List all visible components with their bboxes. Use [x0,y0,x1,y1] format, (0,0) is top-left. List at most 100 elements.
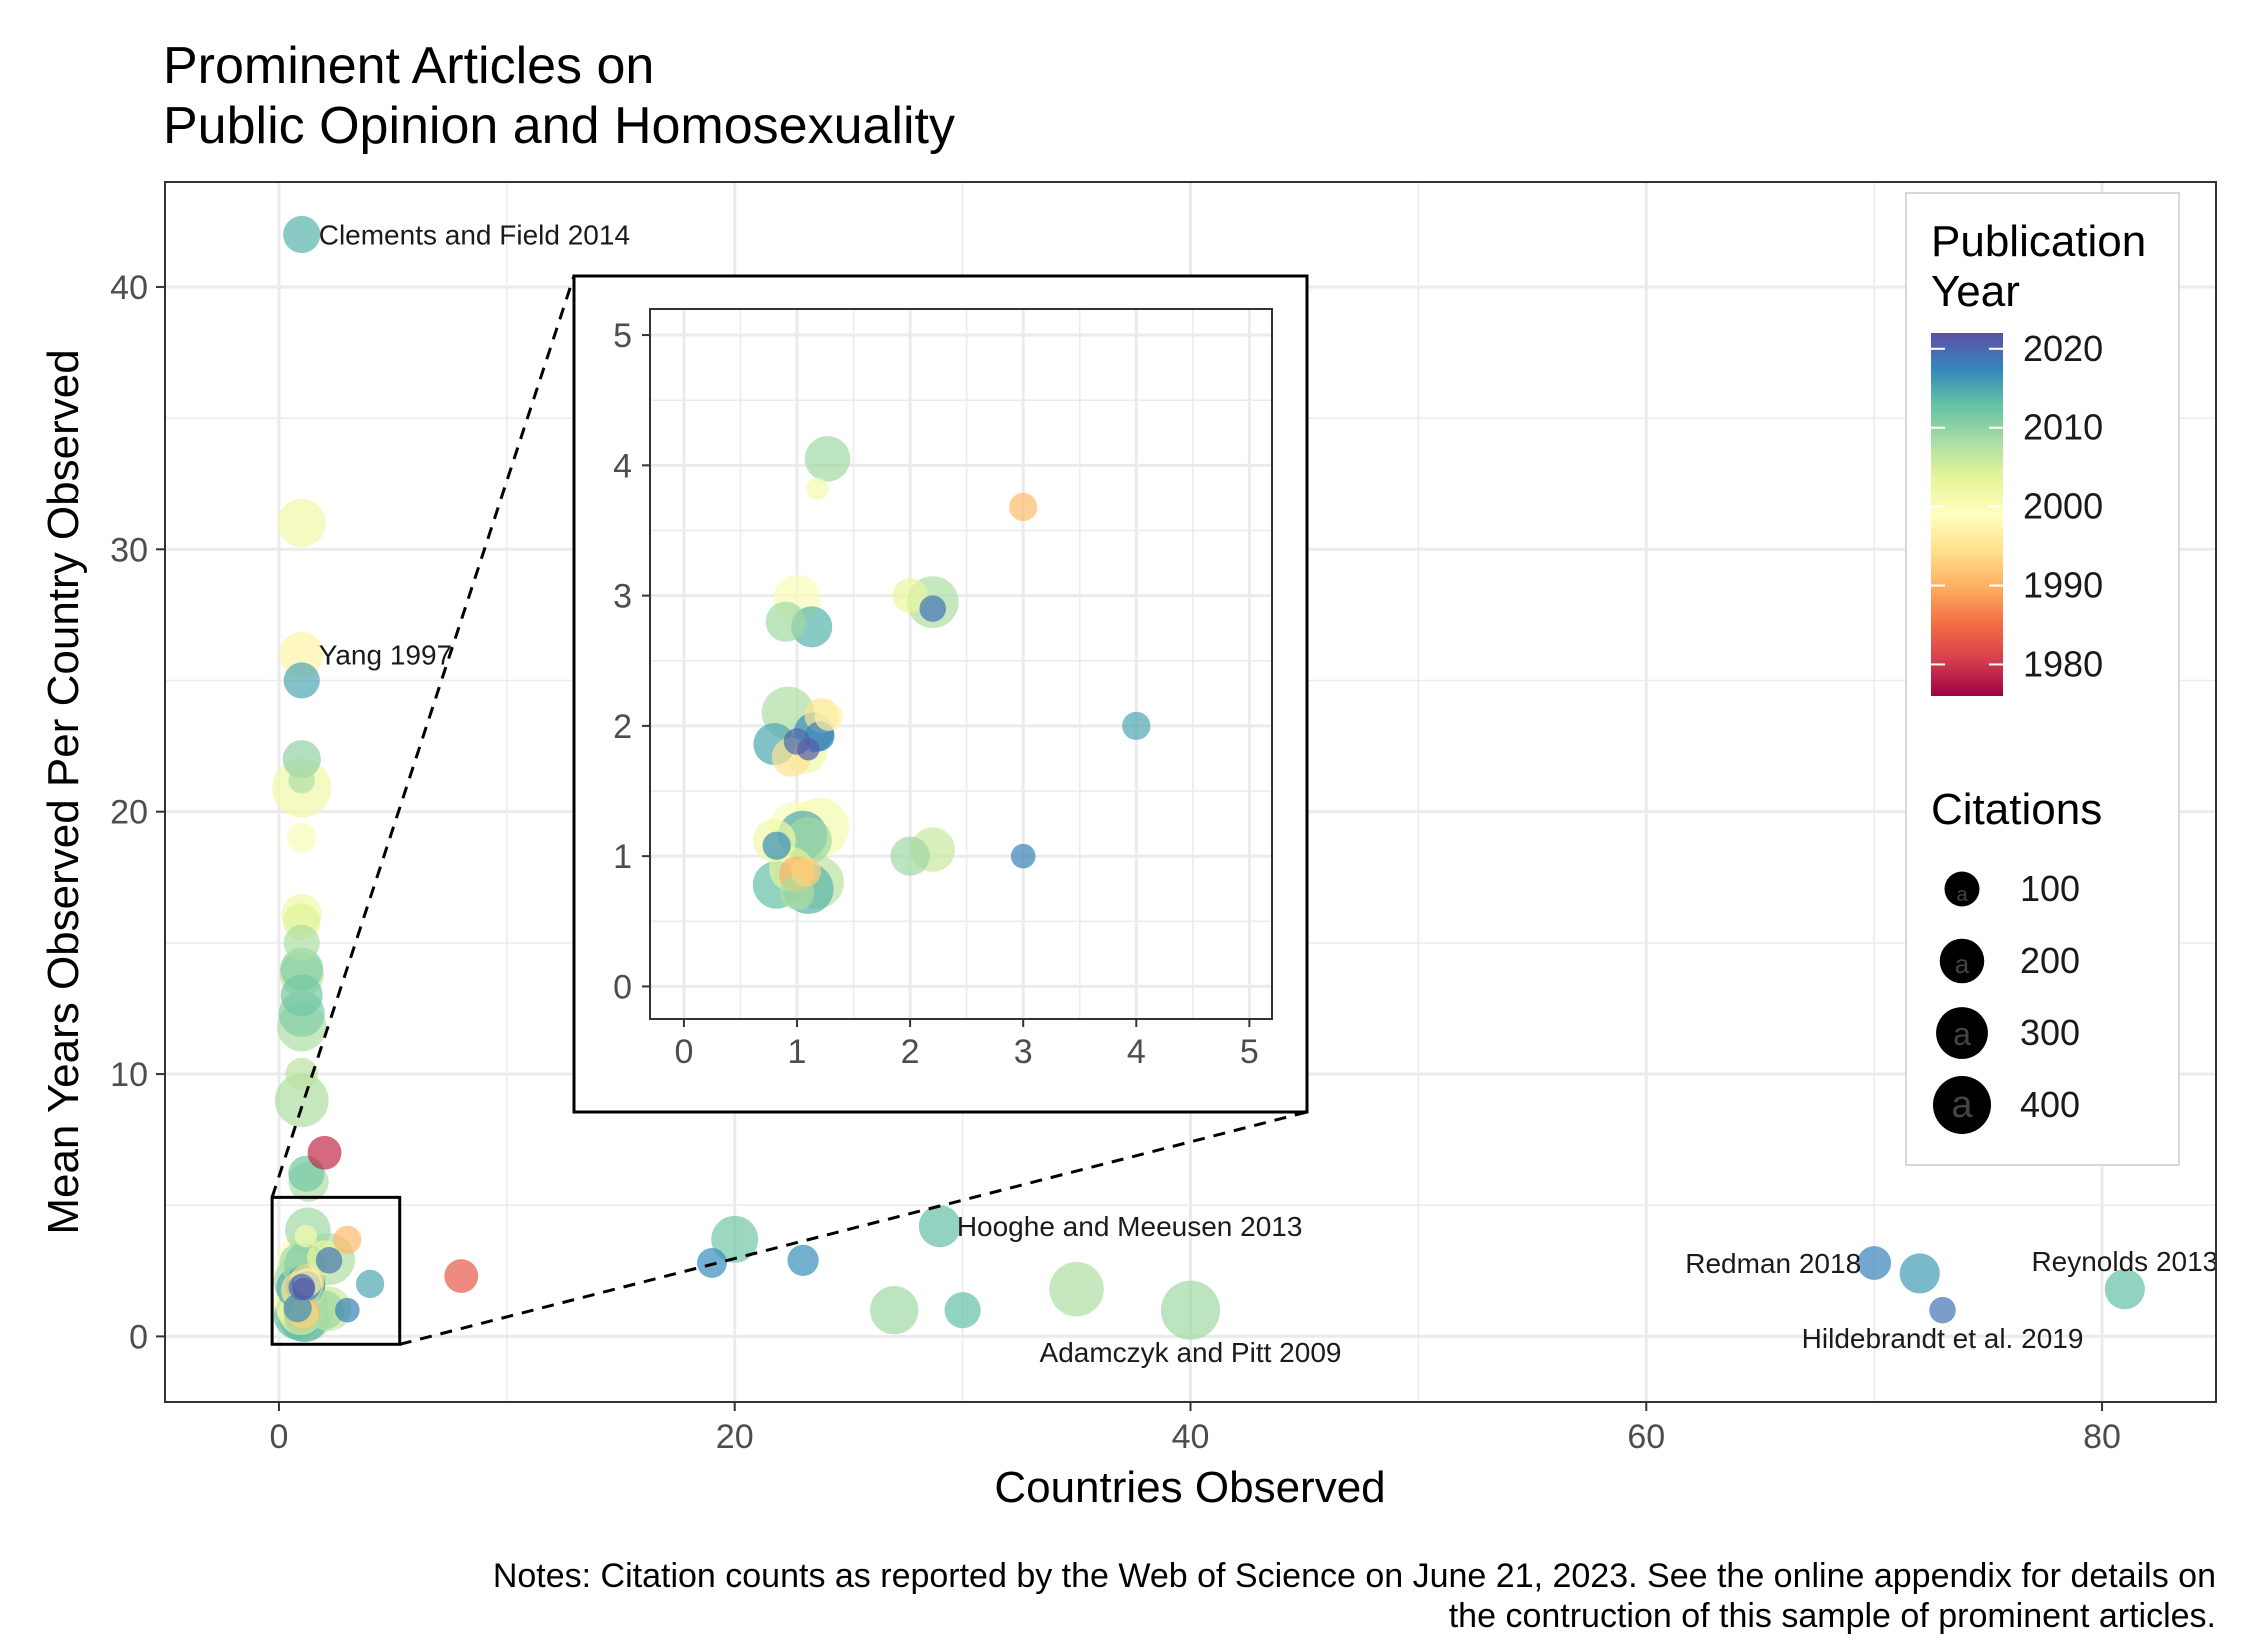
inset-data-point [806,477,829,500]
inset-x-tick-label: 3 [1014,1033,1033,1071]
data-point [277,498,326,548]
x-tick-label: 60 [1627,1418,1665,1456]
size-legend-keys: a 100 a 200 a 300 a 400 [1933,868,2080,1134]
size-key-glyph: a [1955,949,1970,979]
data-point [1899,1253,1940,1294]
size-key-glyph: a [1953,1016,1971,1052]
inset-data-point [797,738,820,761]
size-key-label: 200 [2020,940,2080,981]
inset-ticks: 0 1 2 3 4 5 0 1 2 3 4 5 [613,317,1259,1071]
color-bar-tick-label: 2020 [2023,328,2103,369]
data-point [1049,1261,1104,1317]
data-point [274,1073,329,1128]
data-point [286,823,317,853]
main-points [272,215,2145,1342]
point-label: Reynolds 2013 [2031,1246,2218,1277]
inset-x-tick-label: 5 [1240,1033,1259,1071]
notes-line-2: the contruction of this sample of promin… [1449,1597,2216,1635]
data-point [292,1277,316,1300]
inset-y-tick-label: 3 [613,578,632,616]
size-key-label: 300 [2020,1012,2080,1053]
inset-data-point [1122,711,1151,741]
data-point [283,662,320,699]
color-bar-tick-label: 1980 [2023,643,2103,684]
x-tick-label: 0 [269,1418,288,1456]
data-point [280,974,323,1017]
data-point [944,1292,981,1329]
inset-data-point [890,836,930,876]
point-label: Yang 1997 [319,639,452,670]
x-tick-label: 80 [2083,1418,2121,1456]
data-point [2104,1269,2145,1310]
inset-plot: 0 1 2 3 4 5 0 1 2 3 4 5 [572,274,1309,1114]
color-bar-tick-label: 2010 [2023,407,2103,448]
inset-y-tick-label: 2 [613,708,632,746]
data-point [279,631,324,677]
x-axis-title: Countries Observed [994,1463,1385,1512]
zoom-connector [399,1110,1308,1346]
y-tick-label: 0 [129,1318,148,1356]
chart-title-line-1: Prominent Articles on [163,37,654,95]
chart-title-line-2: Public Opinion and Homosexuality [163,97,955,155]
x-tick-label: 20 [716,1418,754,1456]
zoom-connector [270,275,576,1198]
size-key-label: 100 [2020,868,2080,909]
inset-x-tick-label: 0 [674,1033,693,1071]
data-point [1929,1296,1956,1324]
point-label: Hildebrandt et al. 2019 [1802,1323,2084,1354]
data-point [288,766,316,794]
color-bar-tick-label: 1990 [2023,565,2103,606]
data-point [283,1293,312,1323]
inset-x-tick-label: 1 [788,1033,807,1071]
inset-data-point [1010,843,1036,869]
inset-data-point [791,856,821,887]
data-point [444,1259,479,1293]
size-key-circle [1933,1076,1991,1134]
data-point [355,1269,385,1299]
point-label: Adamczyk and Pitt 2009 [1040,1337,1342,1368]
inset-x-tick-label: 2 [901,1033,920,1071]
y-tick-label: 40 [110,269,148,307]
color-legend-title-line-1: Publication [1931,217,2146,266]
y-axis-title: Mean Years Observed Per Country Observed [39,349,88,1234]
data-point [787,1244,819,1276]
data-point [918,1205,961,1248]
inset-data-point [814,702,843,731]
inset-x-tick-label: 4 [1127,1033,1146,1071]
zoom-box [270,1195,402,1346]
inset-data-point [804,436,851,482]
inset-panel-border [649,308,1273,1020]
size-key-circle [1939,938,1985,984]
data-point [282,740,321,779]
size-key-glyph: a [1956,884,1968,906]
data-point [294,1225,317,1248]
inset-data-point [1009,492,1038,522]
data-point [1857,1246,1892,1280]
inset-points [752,436,1151,914]
point-label: Hooghe and Meeusen 2013 [957,1211,1303,1242]
size-key-label: 400 [2020,1084,2080,1125]
color-bar-tick-label: 2000 [2023,486,2103,527]
color-bar [1931,333,2003,696]
inset-y-tick-label: 1 [613,838,632,876]
size-key-glyph: a [1951,1084,1973,1126]
inset-frame [572,274,1309,1114]
data-point [711,1215,759,1263]
data-point [283,924,320,961]
color-legend-title-line-2: Year [1931,267,2020,316]
y-tick-label: 10 [110,1056,148,1094]
zoom-indicator [270,275,1308,1346]
data-point [285,1057,319,1091]
y-tick-label: 30 [110,531,148,569]
data-point [870,1285,919,1335]
data-point [333,1225,362,1254]
point-label: Clements and Field 2014 [319,219,630,250]
data-point [335,1297,360,1323]
data-point [1160,1280,1221,1340]
inset-y-tick-label: 5 [613,317,632,355]
y-tick-label: 20 [110,794,148,832]
inset-y-tick-label: 0 [613,968,632,1006]
inset-data-point [919,595,947,622]
